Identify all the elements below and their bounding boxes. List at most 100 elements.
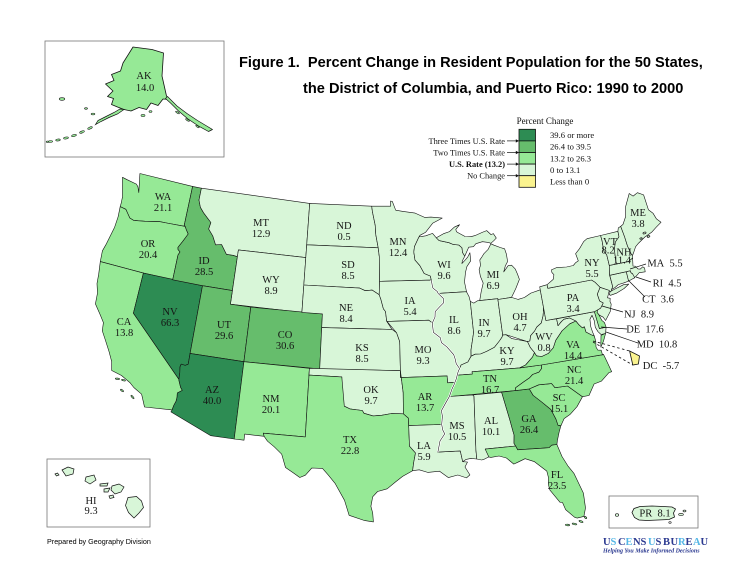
svg-text:9.7: 9.7 [364,396,377,407]
svg-text:0.5: 0.5 [337,232,350,243]
svg-text:12.9: 12.9 [252,229,270,240]
svg-text:PA: PA [567,293,580,304]
svg-text:Prepared by Geography Division: Prepared by Geography Division [47,537,151,546]
svg-text:21.1: 21.1 [154,203,172,214]
svg-text:13.8: 13.8 [115,328,133,339]
svg-text:NC: NC [567,365,582,376]
svg-text:20.4: 20.4 [139,250,158,261]
svg-text:14.0: 14.0 [136,83,154,94]
svg-text:20.1: 20.1 [262,405,280,416]
svg-text:8.2: 8.2 [601,246,614,257]
svg-text:Figure 1. Percent Change in R: Figure 1. Percent Change in Resident Pop… [239,55,703,71]
svg-text:39.6 or more: 39.6 or more [550,130,594,140]
svg-text:U.S. Rate (13.2): U.S. Rate (13.2) [449,160,505,169]
svg-text:66.3: 66.3 [161,318,179,329]
svg-text:VA: VA [566,340,580,351]
svg-text:IL: IL [449,315,459,326]
svg-text:9.6: 9.6 [437,271,450,282]
svg-text:ND: ND [336,221,352,232]
svg-text:GA: GA [521,414,537,425]
svg-text:30.6: 30.6 [276,341,294,352]
svg-text:Less than 0: Less than 0 [550,177,589,187]
svg-text:6.9: 6.9 [486,281,499,292]
svg-text:CO: CO [278,330,293,341]
svg-text:U: U [603,537,611,548]
svg-text:U: U [671,537,679,548]
svg-text:AL: AL [484,416,498,427]
svg-text:10.1: 10.1 [482,427,500,438]
svg-text:OH: OH [512,312,528,323]
svg-text:12.4: 12.4 [389,248,408,259]
svg-text:TN: TN [483,374,497,385]
svg-text:11.4: 11.4 [613,256,632,267]
svg-text:E: E [686,537,693,548]
svg-text:23.5: 23.5 [548,481,566,492]
svg-text:5.4: 5.4 [403,307,417,318]
svg-text:AZ: AZ [205,385,219,396]
svg-text:RI 4.5: RI 4.5 [653,279,682,290]
svg-text:ID: ID [198,256,209,267]
svg-text:DE 17.6: DE 17.6 [626,325,664,336]
svg-text:HI: HI [85,496,97,507]
svg-text:40.0: 40.0 [203,396,221,407]
svg-text:MT: MT [253,218,269,229]
svg-text:C: C [618,537,626,548]
svg-text:NY: NY [584,258,600,269]
svg-text:NJ 8.9: NJ 8.9 [624,310,654,321]
svg-text:16.7: 16.7 [481,385,499,396]
svg-text:LA: LA [417,441,431,452]
svg-text:TX: TX [343,435,357,446]
svg-text:22.8: 22.8 [341,446,359,457]
svg-text:UT: UT [217,320,232,331]
svg-text:R: R [678,537,686,548]
svg-text:ME: ME [630,208,646,219]
svg-text:9.3: 9.3 [84,506,97,517]
svg-text:28.5: 28.5 [195,267,213,278]
svg-text:B: B [663,537,670,548]
svg-text:MI: MI [487,270,500,281]
svg-text:9.7: 9.7 [500,357,513,368]
svg-text:E: E [626,537,633,548]
svg-text:NV: NV [162,307,178,318]
svg-text:3.8: 3.8 [631,219,644,230]
svg-text:WI: WI [437,260,451,271]
svg-text:S: S [641,537,647,548]
svg-text:10.5: 10.5 [448,432,466,443]
svg-text:NM: NM [263,394,281,405]
svg-text:NH: NH [616,248,632,259]
svg-text:MA 5.5: MA 5.5 [647,259,682,270]
svg-text:DC -5.7: DC -5.7 [643,361,679,372]
svg-text:FL: FL [551,470,563,481]
svg-text:WY: WY [262,275,280,286]
svg-text:N: N [633,537,641,548]
svg-text:13.2 to 26.3: 13.2 to 26.3 [550,153,591,163]
svg-text:Three Times U.S. Rate: Three Times U.S. Rate [428,137,505,146]
svg-text:S: S [611,537,617,548]
svg-text:U: U [648,537,656,548]
svg-text:8.9: 8.9 [264,286,277,297]
svg-text:8.5: 8.5 [355,354,368,365]
svg-text:NE: NE [339,303,353,314]
svg-text:5.9: 5.9 [417,452,430,463]
svg-text:PR 8.1: PR 8.1 [639,509,670,520]
svg-text:SD: SD [341,260,355,271]
svg-text:0.8: 0.8 [537,343,550,354]
svg-text:29.6: 29.6 [215,331,233,342]
svg-text:26.4 to 39.5: 26.4 to 39.5 [550,142,591,152]
svg-text:0 to 13.1: 0 to 13.1 [550,165,580,175]
svg-text:26.4: 26.4 [520,425,539,436]
svg-text:AK: AK [136,71,152,82]
svg-text:WV: WV [535,332,553,343]
svg-text:IA: IA [404,296,415,307]
svg-text:the District of Columbia, and: the District of Columbia, and Puerto Ric… [303,81,683,97]
svg-text:MO: MO [415,345,432,356]
svg-text:CT 3.6: CT 3.6 [642,295,674,306]
svg-text:Helping You Make Informed Deci: Helping You Make Informed Decisions [602,549,700,555]
svg-text:WA: WA [155,192,172,203]
svg-text:Percent Change: Percent Change [517,116,574,126]
svg-text:CA: CA [117,317,132,328]
svg-text:14.4: 14.4 [564,351,583,362]
svg-text:No Change: No Change [467,172,505,181]
svg-text:OR: OR [141,239,156,250]
svg-text:21.4: 21.4 [565,376,584,387]
